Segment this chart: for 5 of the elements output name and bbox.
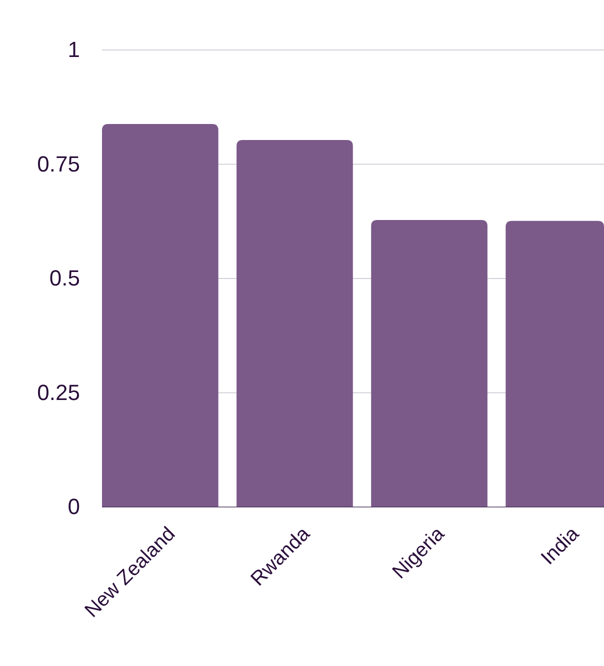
y-tick-label: 0 <box>68 494 80 520</box>
y-tick-label: 1 <box>68 37 80 62</box>
y-tick-label: 0.25 <box>37 380 80 405</box>
y-tick-label: 0.5 <box>49 266 80 291</box>
y-tick-label: 0.75 <box>37 151 80 176</box>
